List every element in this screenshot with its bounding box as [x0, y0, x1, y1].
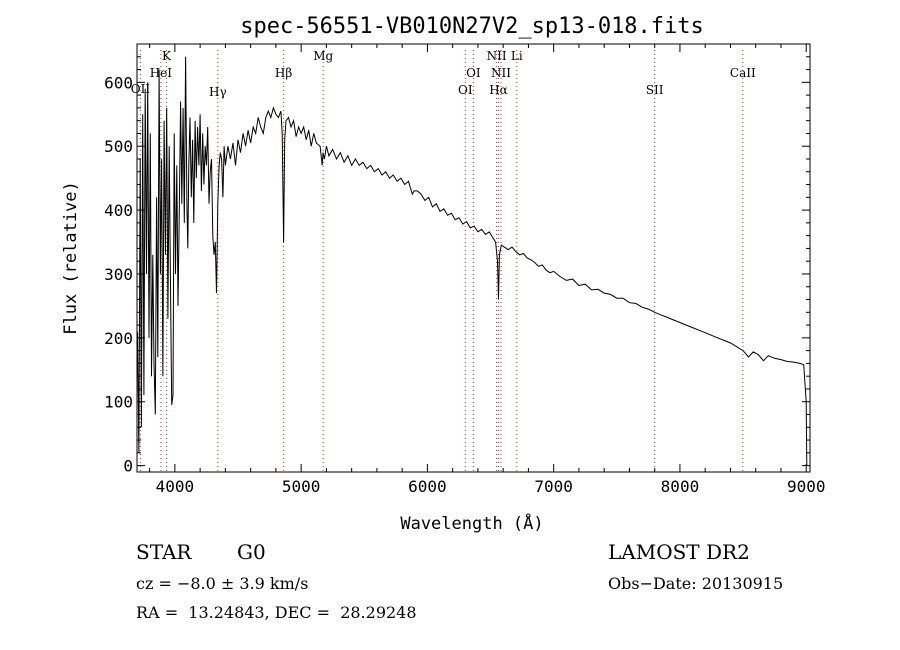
y-tick-label: 600 [104, 73, 133, 92]
spectral-line-label: NII [487, 49, 507, 63]
x-tick-label: 5000 [282, 477, 321, 496]
y-tick-label: 500 [104, 137, 133, 156]
x-tick-label: 7000 [534, 477, 573, 496]
spectral-line-label: OI [458, 83, 473, 97]
x-axis-ticks: 4000 5000 6000 7000 8000 9000 [149, 44, 826, 496]
spectral-line-label: Mg [313, 49, 333, 63]
y-tick-label: 100 [104, 393, 133, 412]
object-class: STAR [136, 540, 192, 564]
spectral-line-label: K [162, 49, 172, 63]
y-tick-label: 400 [104, 201, 133, 220]
spectral-line-label: Hβ [275, 66, 292, 80]
spectral-line-label: SII [646, 83, 664, 97]
spectral-line-label: OI [466, 66, 481, 80]
y-axis-ticks: 0 100 200 300 400 500 600 [104, 56, 810, 476]
x-tick-label: 8000 [661, 477, 700, 496]
y-tick-label: 300 [104, 265, 133, 284]
spectral-line-label: Hγ [209, 85, 227, 99]
observation-date: Obs−Date: 20130915 [608, 574, 784, 593]
spectral-line-label: Li [511, 49, 523, 63]
plot-frame [136, 43, 811, 473]
spectrum-line [137, 56, 808, 466]
chart-title: spec-56551-VB010N27V2_sp13-018.fits [240, 14, 704, 39]
spectrum-series [137, 56, 808, 466]
survey-name: LAMOST DR2 [608, 540, 750, 564]
spectral-line-label: CaII [730, 66, 756, 80]
object-subclass: G0 [237, 540, 266, 564]
coordinates-readout: RA = 13.24843, DEC = 28.29248 [136, 603, 417, 622]
x-tick-label: 6000 [408, 477, 447, 496]
spectral-line-label: NII [491, 66, 511, 80]
spectral-line-label: HeI [150, 66, 173, 80]
y-axis-label: Flux (relative) [61, 181, 81, 335]
x-axis-label: Wavelength (Å) [400, 512, 543, 534]
y-tick-label: 200 [104, 329, 133, 348]
velocity-readout: cz = −8.0 ± 3.9 km/s [136, 574, 309, 593]
x-tick-label: 9000 [787, 477, 826, 496]
spectral-line-label: Hα [489, 83, 508, 97]
y-tick-label: 0 [123, 457, 133, 476]
x-tick-label: 4000 [156, 477, 195, 496]
